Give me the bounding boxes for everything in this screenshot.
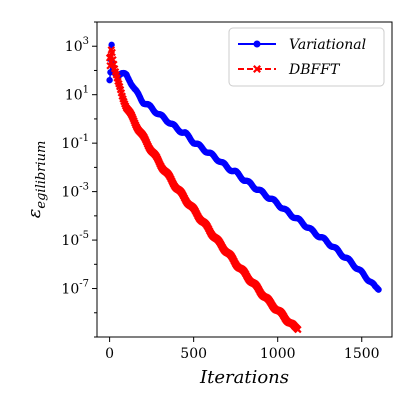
legend-label: DBFFT (288, 62, 341, 78)
y-tick-label: 10-1 (61, 133, 89, 152)
y-tick-exponent: -5 (79, 230, 89, 241)
y-tick-base: 10 (61, 136, 79, 152)
y-tick-exponent: -7 (79, 279, 89, 290)
x-axis-label: Iterations (199, 367, 289, 388)
y-tick-exponent: 3 (83, 36, 89, 47)
legend-item-variational: Variational (238, 37, 366, 53)
y-axis-label-main: ε (24, 209, 45, 219)
series-dbfft (105, 46, 302, 334)
legend-label: Variational (289, 37, 366, 53)
x-tick-label: 1000 (260, 346, 296, 362)
y-tick-exponent: -3 (79, 182, 89, 193)
data-point (106, 76, 113, 84)
plot-marks (105, 41, 382, 334)
data-point (375, 286, 382, 293)
x-tick-label: 1500 (344, 346, 380, 362)
y-tick-label: 101 (65, 85, 89, 104)
y-tick-base: 10 (61, 282, 79, 298)
y-tick-label: 103 (65, 36, 89, 55)
x-tick-label: 0 (105, 346, 114, 362)
legend-marker (253, 65, 261, 73)
y-tick-exponent: -1 (79, 133, 89, 144)
plot-frame (96, 21, 393, 338)
y-tick-exponent: 1 (83, 85, 89, 96)
svg-text:εegilibrium: εegilibrium (24, 141, 49, 219)
legend: Variational DBFFT (228, 27, 385, 87)
legend-marker (253, 40, 261, 48)
y-tick-label: 10-7 (61, 279, 89, 298)
y-tick-base: 10 (65, 88, 83, 104)
y-axis-label: εegilibrium (24, 141, 49, 219)
y-tick-label: 10-5 (61, 230, 89, 249)
y-tick-base: 10 (61, 185, 79, 201)
y-tick-base: 10 (61, 233, 79, 249)
data-point (294, 325, 302, 334)
x-axis-ticks: 0 500 1000 1500 (105, 337, 380, 362)
y-tick-label: 10-3 (61, 182, 89, 201)
x-tick-label: 500 (180, 346, 207, 362)
legend-item-dbfft: DBFFT (238, 62, 341, 78)
data-point (108, 48, 116, 57)
y-axis-label-subscript: egilibrium (34, 141, 49, 209)
y-tick-base: 10 (65, 39, 83, 55)
legend-box (228, 27, 385, 87)
